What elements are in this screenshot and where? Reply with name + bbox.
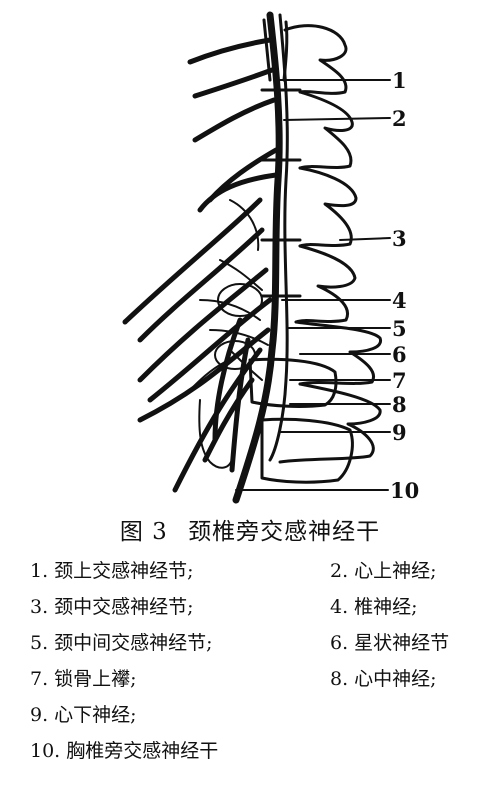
legend-item: 9. 心下神经; — [30, 704, 137, 726]
callout-2: 2 — [392, 106, 407, 131]
legend-item: 5. 颈中间交感神经节; — [30, 632, 213, 654]
figure-title: 颈椎旁交感神经干 — [188, 519, 381, 545]
nerve-branches — [122, 37, 279, 493]
leader-lines — [235, 79, 391, 491]
callout-10: 10 — [390, 478, 419, 503]
legend-item: 3. 颈中交感神经节; — [30, 596, 194, 618]
legend-row: 5. 颈中间交感神经节; 6. 星状神经节 — [0, 628, 500, 660]
legend-item: 7. 锁骨上襻; — [30, 668, 137, 690]
legend-item: 10. 胸椎旁交感神经干 — [30, 740, 219, 762]
legend-row: 1. 颈上交感神经节; 2. 心上神经; — [0, 556, 500, 588]
sympathetic-trunk-diagram: 1 2 3 4 5 6 7 8 9 10 — [122, 11, 419, 504]
sympathetic-trunk — [232, 11, 289, 504]
vertebral-column — [248, 24, 382, 484]
figure-caption: 图 3 颈椎旁交感神经干 — [0, 512, 500, 546]
callout-labels: 1 2 3 4 5 6 7 8 9 10 — [390, 68, 419, 503]
legend-item: 6. 星状神经节 — [330, 632, 450, 654]
callout-5: 5 — [392, 316, 407, 341]
legend-item: 4. 椎神经; — [330, 596, 418, 618]
legend-row: 10. 胸椎旁交感神经干 — [0, 736, 500, 768]
callout-1: 1 — [392, 68, 407, 93]
legend-item: 8. 心中神经; — [330, 668, 437, 690]
legend-row: 7. 锁骨上襻; 8. 心中神经; — [0, 664, 500, 696]
callout-3: 3 — [392, 226, 407, 251]
legend-row: 3. 颈中交感神经节; 4. 椎神经; — [0, 592, 500, 624]
callout-7: 7 — [392, 368, 407, 393]
ganglia-plexus — [189, 199, 269, 469]
callout-8: 8 — [392, 392, 407, 417]
callout-9: 9 — [392, 420, 407, 445]
legend-item: 2. 心上神经; — [330, 560, 437, 582]
legend-row: 9. 心下神经; — [0, 700, 500, 732]
figure-number: 图 3 — [119, 519, 168, 545]
callout-4: 4 — [392, 288, 407, 313]
legend-item: 1. 颈上交感神经节; — [30, 560, 194, 582]
callout-6: 6 — [392, 342, 407, 367]
